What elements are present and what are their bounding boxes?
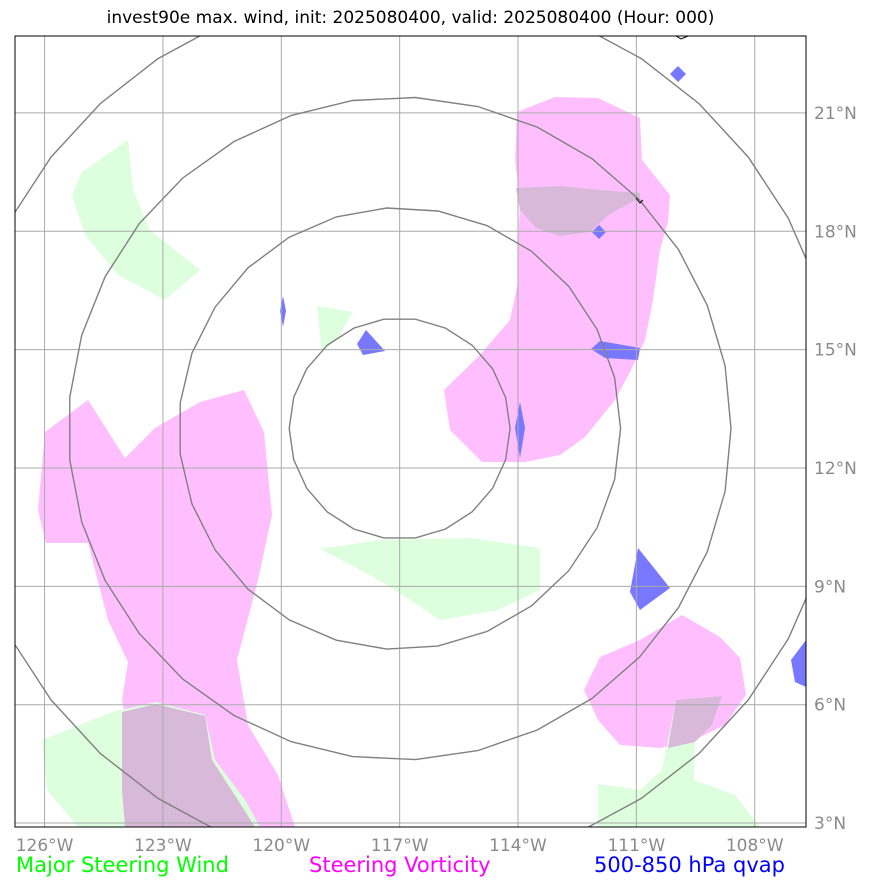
longitude-tick-label: 111°W xyxy=(607,836,665,856)
qvap-area-2 xyxy=(592,225,606,239)
wind-area-central xyxy=(320,538,540,620)
latitude-tick-labels: 3°N 6°N 9°N 12°N 15°N 18°N 21°N xyxy=(814,104,857,834)
longitude-tick-label: 120°W xyxy=(252,836,310,856)
range-rings xyxy=(15,36,806,827)
range-ring xyxy=(288,318,511,539)
qvap-area-6 xyxy=(515,402,525,458)
longitude-tick-labels: 126°W 123°W 120°W 117°W 114°W 111°W 108°W xyxy=(16,836,784,856)
latitude-tick-label: 9°N xyxy=(814,577,846,597)
coastline-fragment xyxy=(635,197,644,204)
latitude-tick-label: 15°N xyxy=(814,341,857,361)
wind-area-northwest xyxy=(72,140,200,300)
latitude-tick-label: 6°N xyxy=(814,696,846,716)
legend-major-steering-wind: Major Steering Wind xyxy=(16,853,229,877)
longitude-tick-label: 123°W xyxy=(134,836,192,856)
legend-qvap: 500-850 hPa qvap xyxy=(594,853,785,877)
range-ring xyxy=(69,96,732,761)
overlap-area-southeast xyxy=(668,696,722,748)
qvap-area-7 xyxy=(630,548,670,610)
overlap-area-east xyxy=(516,186,640,236)
latitude-tick-label: 21°N xyxy=(814,104,857,124)
range-ring xyxy=(15,36,806,827)
longitude-tick-label: 117°W xyxy=(371,836,429,856)
qvap-area-4 xyxy=(357,330,385,355)
longitude-tick-label: 126°W xyxy=(16,836,74,856)
latitude-tick-label: 18°N xyxy=(814,222,857,242)
wind-area-north-small xyxy=(317,306,353,352)
longitude-tick-label: 108°W xyxy=(726,836,784,856)
map-title: invest90e max. wind, init: 2025080400, v… xyxy=(106,8,715,28)
legend-steering-vorticity: Steering Vorticity xyxy=(309,853,491,877)
qvap-area-1 xyxy=(670,66,686,82)
wind-area-southeast xyxy=(598,696,760,827)
graticule xyxy=(15,36,806,827)
qvap-area-8 xyxy=(791,640,806,687)
vorticity-area-west xyxy=(38,390,295,827)
vorticity-area-east xyxy=(444,97,670,462)
latitude-tick-label: 3°N xyxy=(814,814,846,834)
steering-vorticity-areas xyxy=(38,97,746,827)
map-frame xyxy=(14,35,807,828)
range-ring xyxy=(179,207,622,650)
qvap-areas xyxy=(280,66,806,687)
coastline-fragment xyxy=(675,36,689,40)
latitude-tick-label: 12°N xyxy=(814,459,857,479)
longitude-tick-label: 114°W xyxy=(489,836,547,856)
